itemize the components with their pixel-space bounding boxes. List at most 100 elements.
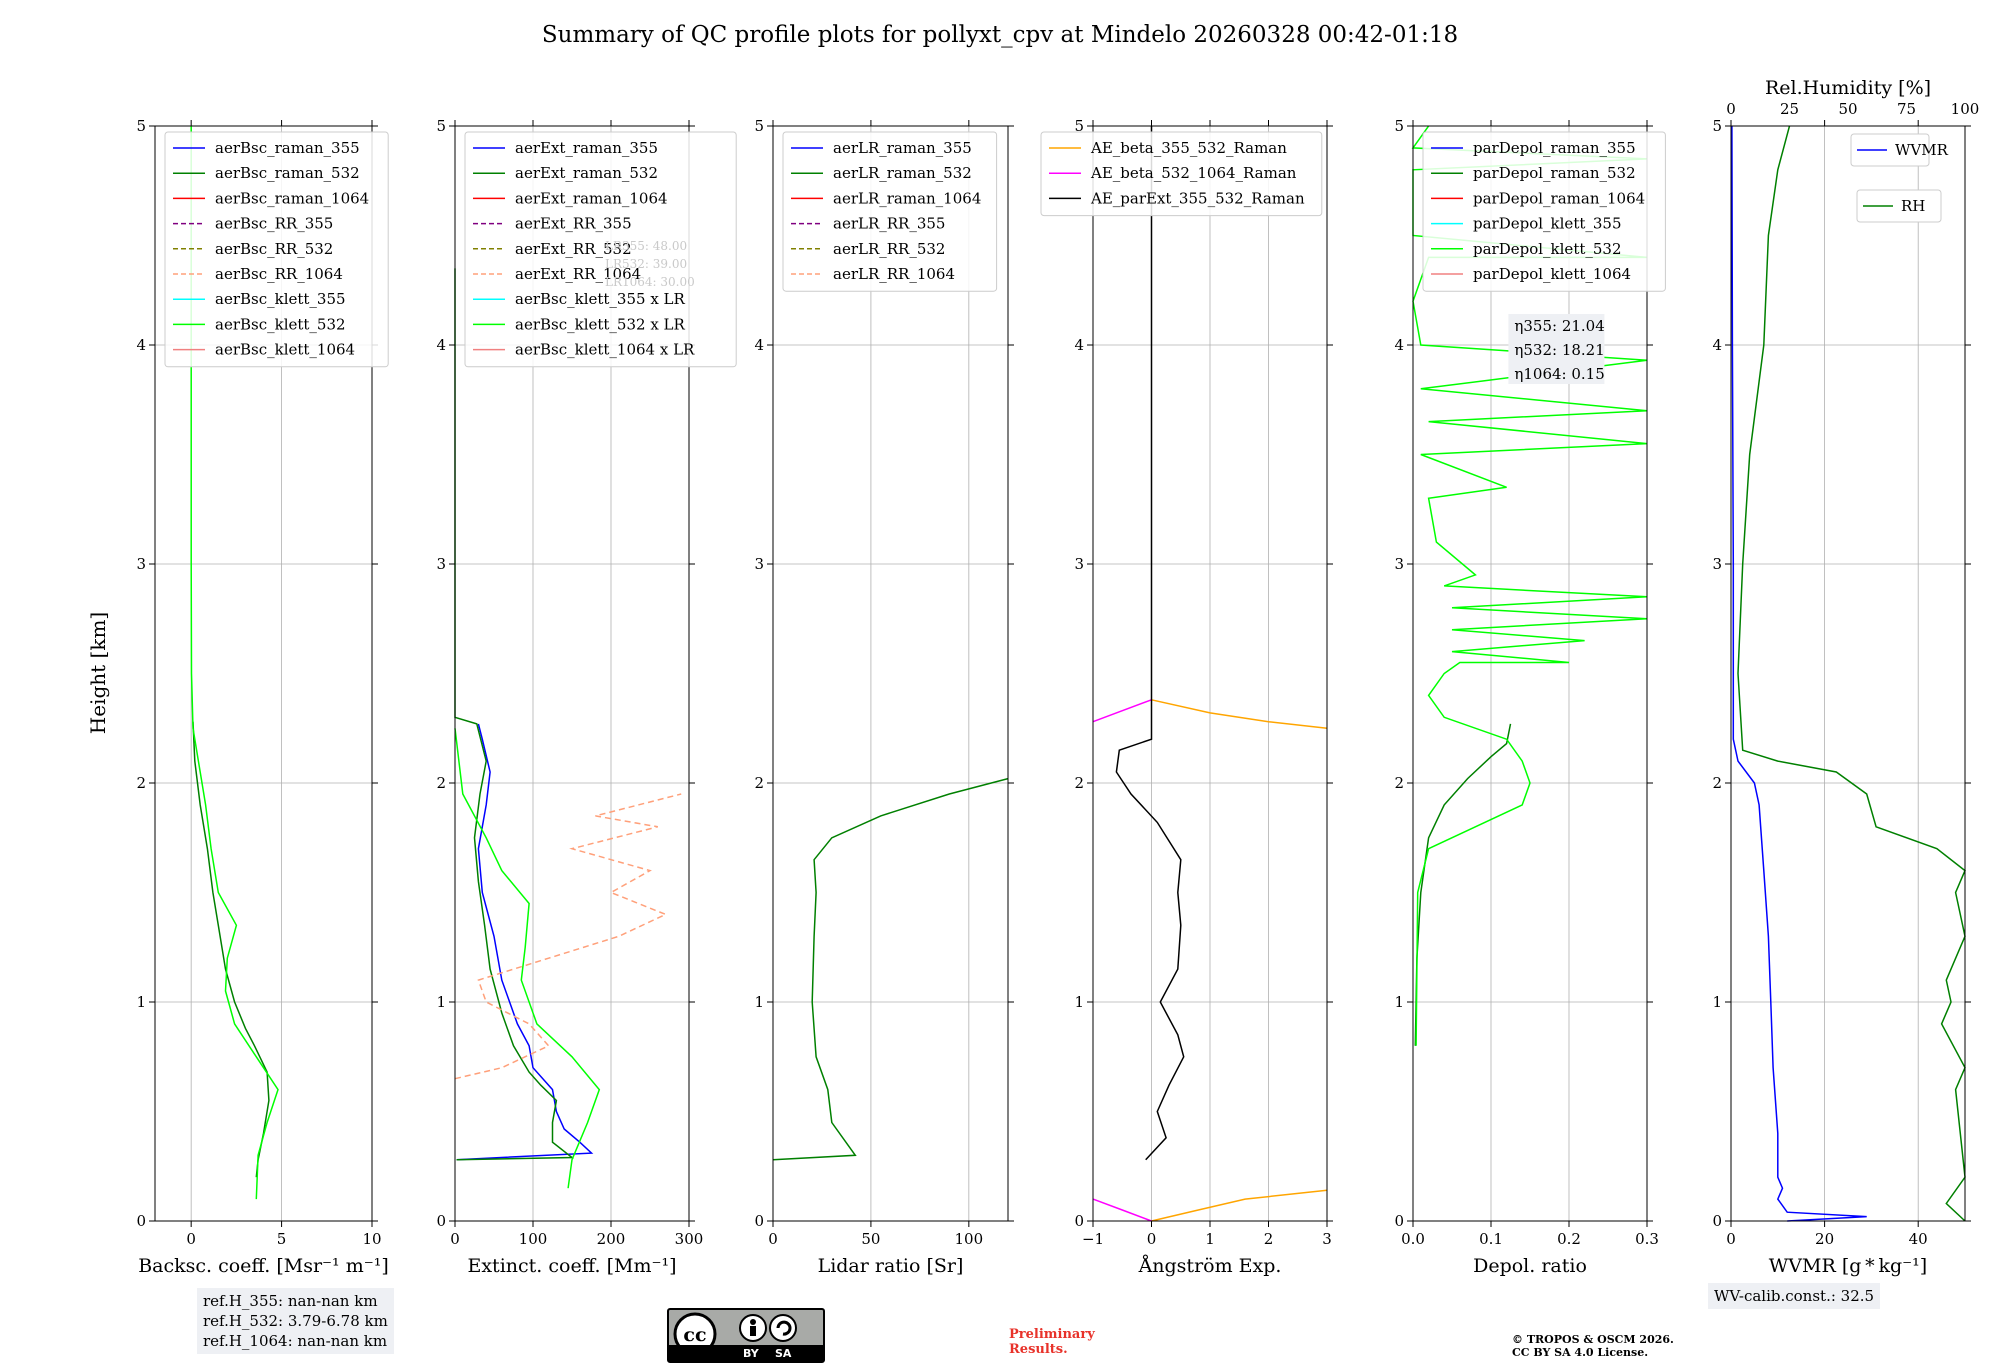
figure-title: Summary of QC profile plots for pollyxt_… bbox=[541, 22, 1459, 48]
axes-frame bbox=[454, 125, 690, 1222]
legend-label: aerBsc_raman_355 bbox=[215, 139, 360, 157]
legend-box bbox=[1422, 131, 1666, 292]
x-axis-label: Depol. ratio bbox=[1473, 1255, 1587, 1277]
series-line-RH bbox=[1737, 125, 1966, 1222]
legend-label: parDepol_klett_532 bbox=[1473, 240, 1622, 258]
x-axis-label: Lidar ratio [Sr] bbox=[818, 1255, 964, 1277]
cc-badge-bar bbox=[669, 1345, 823, 1361]
cc-license-badge: cc BY SA bbox=[667, 1308, 825, 1363]
axes-frame bbox=[1412, 125, 1648, 1222]
series-line-AE_beta_355_532_Raman_upper bbox=[1151, 699, 1328, 730]
by-person-head bbox=[750, 1319, 756, 1325]
axes-frame bbox=[772, 125, 1009, 1222]
series-line-aerBsc_klett_532 bbox=[190, 126, 279, 1200]
copyright-line-2: CC BY SA 4.0 License. bbox=[1512, 1346, 1649, 1359]
legend-label: parDepol_klett_355 bbox=[1473, 215, 1622, 233]
legend-label: aerExt_raman_355 bbox=[515, 139, 658, 157]
series-line-AE_parExt_355_532_Raman bbox=[1115, 126, 1185, 1161]
top-tick-label: 25 bbox=[1780, 100, 1799, 118]
x-axis-label: Backsc. coeff. [Msr⁻¹ m⁻¹] bbox=[138, 1255, 389, 1277]
legend-label: parDepol_raman_532 bbox=[1473, 164, 1636, 182]
by-person-body bbox=[750, 1326, 756, 1336]
top-tick-label: 0 bbox=[1726, 100, 1736, 118]
x-axis-label: Ångström Exp. bbox=[1138, 1255, 1282, 1277]
legend-label: parDepol_klett_1064 bbox=[1473, 265, 1631, 283]
y-tick-label: 0 bbox=[436, 1212, 446, 1230]
legend-label: aerBsc_raman_1064 bbox=[215, 189, 369, 207]
eta-annotation: η1064: 0.15 bbox=[1514, 365, 1604, 383]
y-tick-label: 4 bbox=[136, 336, 146, 354]
top-tick-label: 100 bbox=[1951, 100, 1980, 118]
cc-sa-label: SA bbox=[775, 1347, 792, 1360]
legend-box bbox=[164, 131, 389, 368]
y-tick-label: 0 bbox=[754, 1212, 764, 1230]
lr-annotation: LR355: 48.00 bbox=[605, 239, 687, 253]
y-tick-label: 1 bbox=[1394, 993, 1404, 1011]
series-line-aerExt_raman_532 bbox=[454, 268, 575, 1161]
panel-wv bbox=[1725, 120, 1971, 1227]
y-tick-label: 4 bbox=[1712, 336, 1722, 354]
y-tick-label: 5 bbox=[1074, 117, 1084, 135]
top-tick-label: 50 bbox=[1838, 100, 1857, 118]
legend-label: aerLR_raman_532 bbox=[833, 164, 972, 182]
legend-label: aerBsc_klett_532 x LR bbox=[515, 315, 686, 333]
x-tick-label: 50 bbox=[861, 1230, 880, 1248]
y-tick-label: 5 bbox=[1712, 117, 1722, 135]
legend-label: aerBsc_klett_355 bbox=[215, 290, 346, 308]
y-tick-label: 2 bbox=[754, 774, 764, 792]
ref-height-1064: ref.H_1064: nan-nan km bbox=[203, 1332, 388, 1350]
series-line-AE_beta_532_1064_Raman bbox=[1092, 1198, 1152, 1222]
y-tick-label: 4 bbox=[754, 336, 764, 354]
preliminary-line-1: Preliminary bbox=[1009, 1327, 1095, 1342]
x-tick-label: 1 bbox=[1205, 1230, 1215, 1248]
x-tick-label: 2 bbox=[1264, 1230, 1274, 1248]
ref-height-355: ref.H_355: nan-nan km bbox=[203, 1292, 378, 1310]
legend-label: aerBsc_klett_355 x LR bbox=[515, 290, 686, 308]
top-axis-label: Rel.Humidity [%] bbox=[1765, 77, 1931, 99]
series-line-aerExt_RR_1064 bbox=[454, 793, 682, 1080]
y-tick-label: 5 bbox=[754, 117, 764, 135]
series-line-aerLR_raman_532 bbox=[772, 777, 1009, 1161]
y-tick-label: 3 bbox=[1074, 555, 1084, 573]
lr-annotation: LR532: 39.00 bbox=[605, 257, 687, 271]
y-tick-label: 4 bbox=[1074, 336, 1084, 354]
legend-label: aerExt_RR_532 bbox=[515, 240, 632, 258]
y-tick-label: 5 bbox=[436, 117, 446, 135]
y-tick-label: 1 bbox=[1712, 993, 1722, 1011]
x-tick-label: 0 bbox=[450, 1230, 460, 1248]
y-tick-label: 2 bbox=[136, 774, 146, 792]
x-tick-label: 3 bbox=[1322, 1230, 1332, 1248]
x-tick-label: 200 bbox=[597, 1230, 626, 1248]
y-tick-label: 0 bbox=[1712, 1212, 1722, 1230]
x-tick-label: 0.1 bbox=[1479, 1230, 1503, 1248]
legend-label: aerBsc_klett_1064 bbox=[215, 341, 355, 359]
x-tick-label: 0.2 bbox=[1557, 1230, 1581, 1248]
y-tick-label: 0 bbox=[1394, 1212, 1404, 1230]
cc-badge-icons: cc bbox=[673, 1312, 797, 1356]
legend-box bbox=[1856, 189, 1942, 223]
series-line-aerBsc_klett_532 x LR bbox=[454, 728, 601, 1189]
legend-label: aerBsc_RR_1064 bbox=[215, 265, 343, 283]
y-tick-label: 1 bbox=[1074, 993, 1084, 1011]
eta-box bbox=[1508, 314, 1605, 384]
y-tick-label: 1 bbox=[436, 993, 446, 1011]
y-tick-label: 0 bbox=[136, 1212, 146, 1230]
y-tick-label: 3 bbox=[136, 555, 146, 573]
series-line-parDepol_raman_532 bbox=[1414, 723, 1512, 1046]
x-tick-label: −1 bbox=[1082, 1230, 1104, 1248]
legend-label: aerLR_RR_355 bbox=[833, 215, 945, 233]
y-tick-label: 3 bbox=[436, 555, 446, 573]
legend-label: aerBsc_RR_355 bbox=[215, 215, 333, 233]
axes-frame bbox=[1730, 125, 1966, 1222]
eta-annotation: η355: 21.04 bbox=[1514, 317, 1604, 335]
y-tick-label: 2 bbox=[1074, 774, 1084, 792]
ref-height-box: ref.H_355: nan-nan km ref.H_532: 3.79-6.… bbox=[197, 1288, 394, 1354]
preliminary-note: Preliminary Results. bbox=[1009, 1327, 1095, 1357]
x-tick-label: 5 bbox=[277, 1230, 287, 1248]
x-tick-label: 0 bbox=[1726, 1230, 1736, 1248]
legend-label: AE_beta_532_1064_Raman bbox=[1090, 164, 1297, 182]
x-tick-label: 100 bbox=[519, 1230, 548, 1248]
preliminary-line-2: Results. bbox=[1009, 1342, 1068, 1357]
axes-frame bbox=[154, 125, 373, 1222]
lr-annotation: LR1064: 30.00 bbox=[605, 275, 695, 289]
